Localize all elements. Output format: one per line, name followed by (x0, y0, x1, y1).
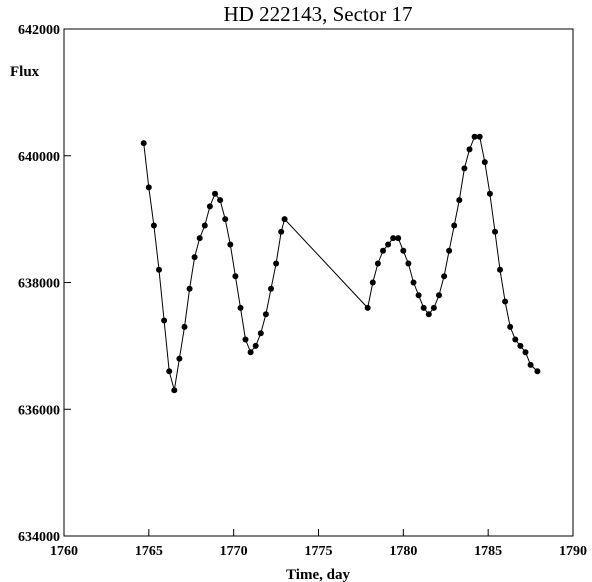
data-point (522, 349, 529, 356)
y-tick-label: 634000 (18, 530, 60, 545)
data-point (374, 260, 381, 267)
data-point (140, 140, 147, 147)
data-point (227, 241, 234, 248)
data-point (425, 311, 432, 318)
y-tick-label: 642000 (18, 23, 60, 38)
data-point (206, 203, 213, 210)
data-point (492, 228, 498, 235)
data-point (410, 279, 417, 286)
data-point (217, 197, 224, 204)
plot-frame (63, 28, 574, 537)
data-point (242, 336, 249, 343)
data-point (222, 216, 229, 223)
data-point (395, 235, 402, 242)
data-point (176, 355, 183, 362)
data-point (161, 317, 168, 324)
y-tick-label: 638000 (18, 277, 60, 292)
data-point (171, 387, 178, 394)
data-point (446, 247, 453, 254)
data-point (262, 311, 269, 318)
x-tick-label: 1780 (389, 544, 417, 559)
data-point (486, 190, 493, 197)
y-tick-label: 640000 (18, 150, 60, 165)
data-point (181, 323, 188, 330)
data-point (273, 260, 280, 267)
axis-ticks-group: 1760 1765 1770 1775 1780 1785 1790 634000 636000… (18, 23, 587, 559)
data-point (369, 279, 376, 286)
data-point (441, 273, 448, 280)
x-tick-label: 1765 (135, 544, 163, 559)
data-point (497, 266, 503, 273)
data-point (430, 304, 437, 311)
light-curve-line (143, 136, 538, 391)
data-point (456, 197, 463, 204)
data-point (380, 247, 386, 254)
data-point (252, 342, 259, 349)
data-point (436, 292, 442, 299)
data-point (512, 336, 519, 343)
plot-data-group (140, 133, 541, 394)
data-point (415, 292, 422, 299)
data-point (232, 273, 239, 280)
data-point (150, 222, 157, 229)
data-point (257, 330, 264, 337)
data-point (247, 349, 254, 356)
data-point (466, 146, 473, 153)
data-point (507, 323, 514, 330)
data-point (166, 368, 173, 375)
data-point (237, 304, 244, 311)
x-tick-label: 1785 (474, 544, 502, 559)
x-axis-label: Time, day (286, 567, 350, 582)
x-tick-label: 1760 (50, 544, 78, 559)
data-point (390, 235, 397, 242)
data-point (527, 361, 534, 368)
x-tick-label: 1790 (559, 544, 587, 559)
y-tick-label: 636000 (18, 403, 60, 418)
data-point (186, 285, 193, 292)
x-tick-label: 1775 (305, 544, 333, 559)
data-point (281, 216, 288, 223)
data-point (400, 247, 407, 254)
data-point (476, 133, 483, 140)
y-axis-label: Flux (10, 64, 40, 80)
data-point (517, 342, 524, 349)
data-point (385, 241, 392, 248)
chart-title: HD 222143, Sector 17 (224, 2, 413, 26)
data-point (481, 159, 488, 166)
data-point (201, 222, 208, 229)
data-point (471, 133, 478, 140)
data-point (196, 235, 203, 242)
x-tick-label: 1770 (220, 544, 248, 559)
data-point (502, 298, 509, 305)
data-point (212, 190, 218, 197)
data-point (534, 368, 541, 375)
data-point (278, 228, 285, 235)
data-point (420, 304, 427, 311)
data-point (364, 304, 371, 311)
data-point (451, 222, 458, 229)
data-point (405, 260, 412, 267)
data-point (156, 266, 162, 273)
data-point (191, 254, 198, 261)
data-point (268, 285, 274, 292)
data-point (461, 165, 468, 172)
data-point (145, 184, 152, 191)
